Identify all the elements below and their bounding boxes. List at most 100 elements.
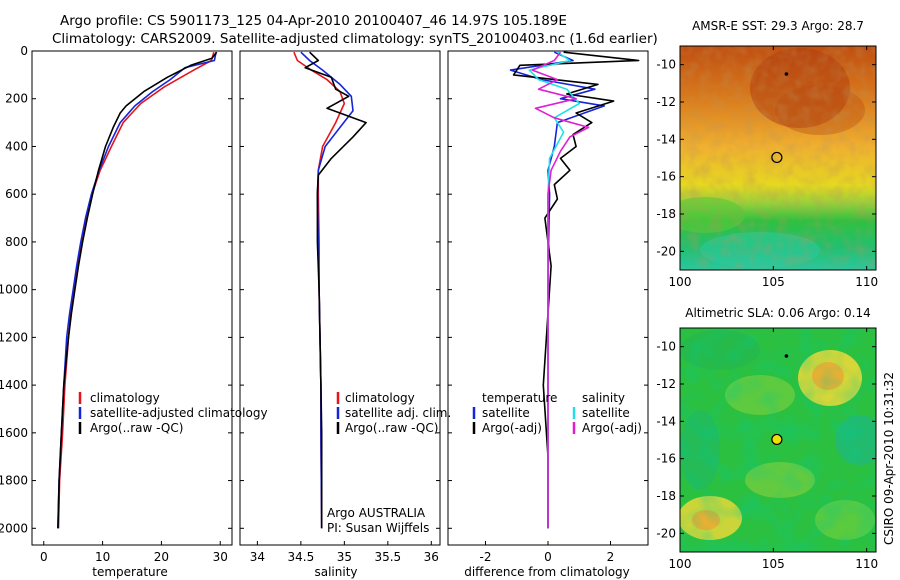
difference-legend: temperature satellite Argo(-adj) salinit… (472, 391, 642, 435)
salinity-axis-label: salinity (314, 565, 357, 579)
temp-xtick-label: 10 (95, 550, 110, 564)
salinity-series-lines (293, 51, 367, 529)
temperature-legend: climatology satellite-adjusted climatolo… (78, 391, 268, 435)
sla-ytick-label: -18 (656, 489, 676, 503)
salinity-tick-labels: 34 34.5 35 35.5 36 (250, 541, 439, 564)
legend-label-sal-argo: Argo(..raw -QC) (345, 421, 438, 435)
temp-series-climatology (57, 51, 215, 529)
legend-label-satellite-adjusted: satellite-adjusted climatology (90, 406, 268, 420)
sst-ytick-label: -16 (656, 170, 676, 184)
diff-series-temperature-argo-adj- (512, 51, 640, 529)
sst-longitude-tick-labels: 100 105 110 (669, 46, 878, 289)
temperature-series-lines (57, 51, 218, 529)
legend-label-sal-diff-argo: Argo(-adj) (582, 421, 642, 435)
sal-xtick-label: 35.5 (374, 550, 401, 564)
sla-map-panel: Altimetric SLA: 0.06 Argo: 0.14 -10-12-1… (656, 306, 878, 571)
sst-map-panel: AMSR-E SST: 29.3 Argo: 28.7 -10 -12 -14 -16… (656, 19, 878, 289)
sla-xtick-label: 110 (855, 557, 878, 571)
legend-label-sal-diff-satellite: satellite (582, 406, 630, 420)
temp-series-argo-raw-qc- (57, 51, 218, 529)
legend-heading-salinity: salinity (582, 391, 625, 405)
footer-timestamp: CSIRO 09-Apr-2010 10:31:32 (882, 372, 896, 545)
sst-ytick-label: -12 (656, 95, 676, 109)
sal-series-argo-raw-qc- (304, 51, 367, 529)
header-line-2: Climatology: CARS2009. Satellite-adjuste… (52, 31, 658, 47)
sst-heatmap (680, 46, 876, 270)
difference-tick-labels: -2 0 2 (480, 541, 615, 564)
legend-label-argo: Argo(..raw -QC) (90, 421, 183, 435)
difference-series-lines (509, 51, 640, 529)
difference-axis-label: difference from climatology (464, 565, 630, 579)
legend-label-sal-climatology: climatology (345, 391, 415, 405)
depth-tick-label: 1400 (0, 378, 28, 392)
temp-series-satellite-adjusted-climatology (57, 52, 217, 529)
diff-series-salinity-argo-adj- (531, 51, 590, 529)
sla-latitude-tick-labels: -10 -12 -14 -16 -18 -20 (656, 340, 876, 540)
depth-tick-label: 0 (20, 44, 28, 58)
legend-label-temp-argo: Argo(-adj) (482, 421, 542, 435)
sst-latitude-tick-labels: -10 -12 -14 -16 -18 -20 (656, 58, 876, 258)
sal-xtick-label: 36 (424, 550, 439, 564)
diff-xtick-label: 2 (607, 550, 615, 564)
legend-heading-temperature: temperature (482, 391, 557, 405)
sst-map-frame (679, 45, 877, 271)
sla-map-title: Altimetric SLA: 0.06 Argo: 0.14 (685, 306, 870, 320)
salinity-axes-frame (239, 50, 441, 546)
sal-xtick-label: 34 (250, 550, 265, 564)
sst-island-marker (784, 72, 789, 76)
temperature-tick-labels: 0 10 20 30 (40, 541, 228, 564)
sal-xtick-label: 34.5 (288, 550, 315, 564)
sla-island-marker (784, 354, 789, 358)
depth-tick-label: 400 (5, 139, 28, 153)
sst-ytick-label: -10 (656, 58, 676, 72)
temperature-axes-frame (31, 50, 233, 546)
difference-panel: -2 0 2 difference from climatology tempera… (447, 50, 649, 579)
salinity-legend: climatology satellite adj. clim. Argo(..… (336, 391, 451, 435)
pi-annotation: PI: Susan Wijffels (327, 521, 429, 535)
sst-xtick-label: 100 (669, 275, 692, 289)
sla-argo-position-marker (771, 433, 783, 446)
argo-australia-annotation: Argo AUSTRALIA (327, 506, 426, 520)
sla-map-frame (679, 327, 877, 553)
sst-xtick-label: 110 (855, 275, 878, 289)
temp-xtick-label: 20 (154, 550, 169, 564)
depth-tick-label: 1800 (0, 474, 28, 488)
depth-tick-label: 800 (5, 235, 28, 249)
depth-tick-label: 1000 (0, 283, 28, 297)
diff-series-salinity-satellite (528, 51, 581, 529)
temp-xtick-label: 30 (213, 550, 228, 564)
sla-xtick-label: 105 (762, 557, 785, 571)
sla-longitude-tick-labels: 100 105 110 (669, 328, 878, 571)
sst-ytick-label: -14 (656, 132, 676, 146)
sst-ytick-label: -18 (656, 207, 676, 221)
sla-ytick-label: -14 (656, 414, 676, 428)
sst-ytick-label: -20 (656, 244, 676, 258)
depth-tick-label: 200 (5, 92, 28, 106)
sla-ytick-label: -12 (656, 377, 676, 391)
temp-xtick-label: 0 (40, 550, 48, 564)
sal-series-satellite-adj-clim- (300, 51, 354, 529)
sst-xtick-label: 105 (762, 275, 785, 289)
sal-xtick-label: 35 (337, 550, 352, 564)
depth-tick-label: 600 (5, 187, 28, 201)
sst-argo-position-marker (771, 151, 783, 164)
salinity-panel: 34 34.5 35 35.5 36 salinity climatology sate… (239, 50, 451, 579)
sla-ytick-label: -10 (656, 340, 676, 354)
legend-label-sal-satellite: satellite adj. clim. (345, 406, 451, 420)
diff-xtick-label: -2 (480, 550, 492, 564)
depth-tick-labels: 0 200 400 600 800 1000 1200 1400 1600 1800 2000 (0, 44, 648, 535)
depth-tick-label: 2000 (0, 521, 28, 535)
sla-ytick-label: -20 (656, 526, 676, 540)
legend-label-climatology: climatology (90, 391, 160, 405)
sla-xtick-label: 100 (669, 557, 692, 571)
sla-ytick-label: -16 (656, 452, 676, 466)
legend-label-temp-satellite: satellite (482, 406, 530, 420)
diff-xtick-label: 0 (544, 550, 552, 564)
depth-tick-label: 1200 (0, 330, 28, 344)
depth-tick-label: 1600 (0, 426, 28, 440)
sst-map-title: AMSR-E SST: 29.3 Argo: 28.7 (692, 19, 864, 33)
temperature-axis-label: temperature (92, 565, 167, 579)
header-line-1: Argo profile: CS 5901173_125 04-Apr-2010… (60, 13, 567, 29)
